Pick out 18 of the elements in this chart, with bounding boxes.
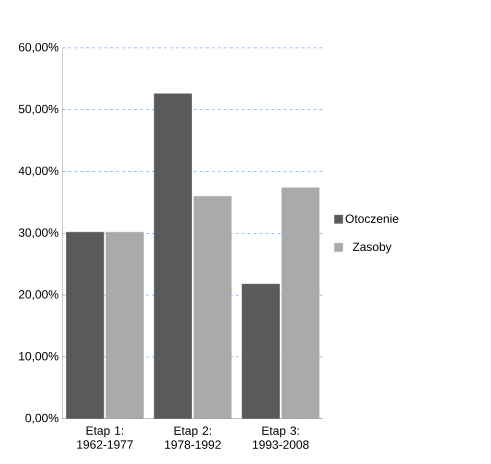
bar xyxy=(154,93,192,419)
x-tick-label: Etap 1: 1962-1977 xyxy=(77,426,133,449)
bar xyxy=(194,196,232,419)
y-tick-label: 40,00% xyxy=(18,166,58,176)
legend-label: Zasoby xyxy=(352,242,392,254)
bar xyxy=(106,232,144,419)
y-tick-label: 10,00% xyxy=(19,352,58,362)
bar xyxy=(242,284,280,419)
y-tick-label: 30,00% xyxy=(18,228,58,238)
y-tick-label: 20,00% xyxy=(18,290,58,300)
y-tick-label: 0,00% xyxy=(25,414,58,424)
legend-label: Otoczenie xyxy=(346,214,398,223)
x-tick-label: Etap 2: 1978-1992 xyxy=(165,426,221,449)
y-tick-label: 50,00% xyxy=(18,104,58,115)
y-tick-label: 60,00% xyxy=(18,42,58,53)
bar xyxy=(66,232,104,419)
x-tick-label: Etap 3: 1993-2008 xyxy=(252,426,309,449)
bar xyxy=(281,187,320,419)
